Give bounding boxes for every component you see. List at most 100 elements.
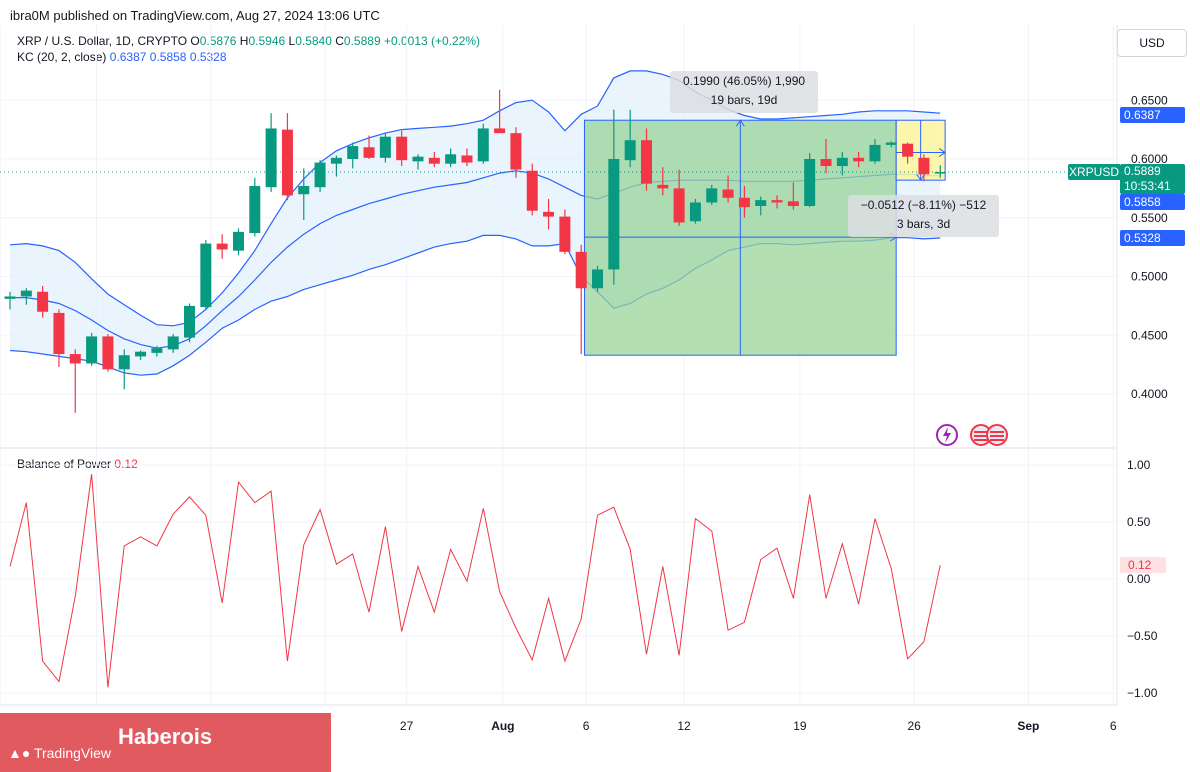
candle-body [559, 216, 571, 252]
kc-middle-price-label: 0.5858 [1120, 194, 1185, 210]
candle-body [477, 128, 489, 162]
symbol-title: XRP / U.S. Dollar, 1D, CRYPTO [17, 34, 188, 48]
candle-body [575, 251, 587, 289]
price-tick-label: 0.5500 [1131, 211, 1168, 225]
bop-tick-label: 0.00 [1127, 572, 1151, 586]
price-tick-label: 0.6000 [1131, 152, 1168, 166]
bop-tick-label: 0.50 [1127, 515, 1151, 529]
candle-body [167, 336, 179, 350]
candle-body [118, 355, 130, 370]
price-tick-label: 0.4500 [1131, 328, 1168, 342]
ticker-tag: XRPUSD [1068, 164, 1120, 180]
high-label: H [239, 34, 249, 48]
measure-down-label: −0.0512 (−8.11%) −512 3 bars, 3d [848, 195, 999, 237]
kc-upper-line [9, 70, 941, 327]
candle-body [640, 140, 652, 184]
candle-body [314, 162, 326, 188]
us-flag-icon[interactable] [970, 424, 992, 446]
measure-down-line1: −0.0512 (−8.11%) −512 [860, 198, 987, 212]
candle-body [151, 348, 163, 353]
candle-body [526, 170, 538, 211]
candle-body [4, 296, 16, 299]
candle-body [787, 201, 799, 206]
candle-body [69, 354, 81, 364]
last-price-tag: 0.5889 10:53:41 [1120, 164, 1185, 194]
bop-legend[interactable]: Balance of Power 0.12 [17, 457, 138, 471]
time-tick-label: 27 [400, 719, 414, 733]
bop-tick-label: 1.00 [1127, 458, 1151, 472]
candle-body [494, 128, 506, 134]
candle-body [20, 290, 32, 297]
candle-body [657, 184, 669, 189]
change-value: +0.0013 (+0.22%) [383, 34, 481, 48]
candle-body [379, 136, 391, 158]
candle-body [722, 189, 734, 198]
candle-body [543, 211, 555, 217]
time-tick-label: Sep [1017, 719, 1039, 733]
bop-value: 0.12 [114, 457, 138, 471]
candle-body [363, 147, 375, 158]
candle-body [330, 157, 342, 164]
candle-body [53, 312, 65, 355]
candle-body [771, 200, 783, 203]
candle-body [428, 157, 440, 164]
lightning-icon[interactable] [936, 424, 958, 446]
bop-line [9, 474, 941, 688]
candle-body [37, 291, 49, 312]
candle-body [673, 188, 685, 223]
high-value: 0.5946 [248, 34, 286, 48]
price-tick-label: 0.6500 [1131, 93, 1168, 107]
candle-body [706, 188, 718, 203]
event-badges[interactable] [935, 423, 1010, 447]
candle-body [853, 157, 865, 162]
candle-body [445, 154, 457, 164]
candle-body [102, 336, 114, 370]
candle-body [624, 140, 636, 161]
candle-body [902, 143, 914, 157]
price-tick-label: 0.5000 [1131, 270, 1168, 284]
bop-price-label: 0.12 [1120, 557, 1166, 573]
time-tick-label: 12 [677, 719, 691, 733]
candle-body [86, 336, 98, 364]
candle-body [396, 136, 408, 161]
measure-up-label: 0.1990 (46.05%) 1,990 19 bars, 19d [670, 71, 818, 113]
currency-button[interactable]: USD [1117, 29, 1187, 57]
candle-body [510, 133, 522, 170]
candle-body [265, 128, 277, 188]
kc-legend[interactable]: KC (20, 2, close) 0.6387 0.5858 0.5328 [17, 50, 227, 64]
candle-body [298, 186, 310, 195]
candle-body [885, 142, 897, 145]
measure-down-arrow-h [938, 148, 947, 157]
bar-countdown: 10:53:41 [1124, 179, 1171, 193]
price-tick-label: 0.4000 [1131, 387, 1168, 401]
candle-body [738, 197, 750, 208]
kc-lower-price-label: 0.5328 [1120, 230, 1185, 246]
tradingview-logo-text: TradingView [33, 745, 111, 761]
candle-body [347, 146, 359, 159]
close-value: 0.5889 [343, 34, 381, 48]
candle-body [836, 157, 848, 167]
tradingview-logo[interactable]: ▲● TradingView [8, 745, 111, 761]
candle-body [135, 351, 147, 357]
candle-body [461, 155, 473, 163]
time-tick-label: 19 [793, 719, 807, 733]
bop-label: Balance of Power [17, 457, 112, 471]
time-tick-label: 6 [583, 719, 590, 733]
kc-middle-value: 0.5858 [149, 50, 187, 64]
bop-tick-label: −0.50 [1127, 629, 1158, 643]
last-price: 0.5889 [1124, 164, 1161, 178]
candle-body [918, 157, 930, 175]
us-flag-icon-2[interactable] [986, 424, 1008, 446]
measure-down-line2: 3 bars, 3d [896, 217, 951, 231]
kc-lower-value: 0.5328 [189, 50, 227, 64]
candle-body [804, 159, 816, 206]
candle-body [755, 200, 767, 206]
bop-plot [9, 474, 941, 688]
time-tick-label: 6 [1110, 719, 1117, 733]
candle-body [689, 202, 701, 222]
time-tick-label: Aug [491, 719, 514, 733]
candle-body [249, 186, 261, 234]
axes: 0.4000 0.4500 0.5000 0.5500 0.6000 0.6500 1.00… [0, 93, 1168, 733]
symbol-legend: XRP / U.S. Dollar, 1D, CRYPTO O0.5876 H0… [17, 34, 480, 48]
